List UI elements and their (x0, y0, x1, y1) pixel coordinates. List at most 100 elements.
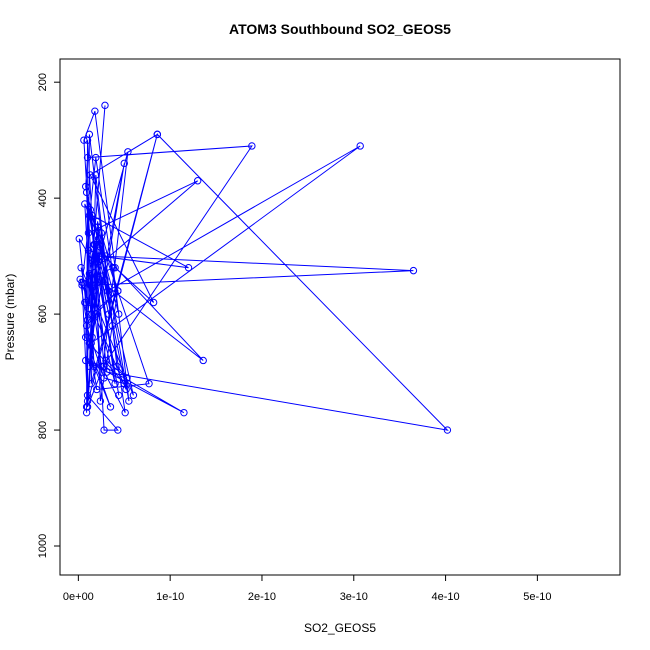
data-point (443, 426, 452, 434)
data-point (104, 310, 113, 318)
data-point (87, 281, 95, 289)
data-point (100, 374, 108, 382)
data-point (108, 321, 117, 330)
data-point (94, 275, 103, 284)
data-point (83, 391, 92, 399)
data-point (103, 368, 111, 376)
data-point (124, 148, 132, 156)
data-point (86, 206, 94, 214)
data-point (93, 217, 102, 226)
data-point (93, 223, 102, 231)
data-point (91, 107, 99, 115)
data-point (104, 287, 112, 295)
data-point (82, 408, 91, 417)
data-point (82, 182, 90, 191)
data-point (83, 153, 92, 162)
data-point (114, 287, 122, 295)
data-point (92, 310, 100, 318)
data-point (92, 153, 100, 162)
data-point (89, 258, 97, 266)
y-axis: 200 400 600 800 1000 (37, 73, 61, 558)
data-point (356, 142, 364, 150)
x-axis: 0e+00 1e-10 2e-10 3e-10 4e-10 5e-10 (63, 574, 551, 603)
data-point (180, 408, 188, 417)
data-point (83, 316, 92, 324)
series-layer (75, 101, 452, 434)
data-point (85, 130, 94, 139)
y-tick-label: 1000 (37, 534, 49, 558)
y-tick-label: 800 (37, 421, 49, 439)
data-point (84, 304, 93, 313)
data-point (100, 426, 108, 434)
data-point (90, 362, 98, 370)
data-point (81, 200, 89, 208)
data-point (78, 278, 86, 286)
data-point (184, 264, 193, 272)
x-tick-label: 3e-10 (340, 591, 368, 603)
data-point (82, 403, 91, 411)
data-point (83, 397, 92, 405)
series-line (78, 105, 449, 431)
data-point (85, 269, 94, 278)
data-point (81, 298, 89, 307)
data-point (80, 136, 88, 144)
data-point (113, 362, 121, 370)
data-point (125, 397, 133, 405)
data-point (82, 333, 90, 341)
data-point (102, 252, 110, 260)
data-point (115, 391, 123, 399)
data-point (100, 362, 108, 370)
data-point (123, 374, 131, 382)
data-point (92, 171, 100, 179)
data-point (114, 426, 122, 434)
data-point (111, 379, 119, 388)
data-point (85, 362, 94, 370)
data-point (149, 298, 158, 307)
x-tick-label: 1e-10 (156, 591, 184, 603)
data-point (85, 211, 94, 220)
data-point (82, 321, 91, 330)
x-tick-label: 5e-10 (523, 591, 551, 603)
data-point (84, 229, 93, 237)
data-point (101, 101, 109, 110)
x-tick-label: 0e+00 (63, 591, 94, 603)
data-point (75, 235, 83, 243)
data-point (409, 266, 418, 275)
chart-title: ATOM3 Southbound SO2_GEOS5 (229, 21, 451, 37)
data-point (121, 408, 129, 417)
data-point (94, 258, 103, 266)
data-point (82, 188, 91, 197)
data-point (93, 385, 101, 394)
data-point (248, 142, 256, 150)
y-tick-label: 600 (37, 305, 49, 323)
x-axis-label: SO2_GEOS5 (304, 621, 376, 635)
data-point (145, 379, 153, 388)
data-point (85, 339, 94, 347)
y-axis-label: Pressure (mbar) (3, 274, 17, 361)
data-point (86, 171, 94, 179)
data-point (90, 240, 98, 249)
data-point (87, 379, 95, 388)
data-point (96, 397, 105, 405)
data-point (106, 403, 115, 411)
data-point (109, 264, 117, 272)
y-tick-label: 200 (37, 73, 49, 91)
data-point (120, 159, 128, 168)
data-point (84, 246, 93, 255)
data-point (98, 252, 106, 260)
x-tick-label: 4e-10 (432, 591, 460, 603)
y-tick-label: 400 (37, 189, 49, 207)
data-point (97, 229, 106, 237)
data-point (82, 356, 90, 365)
data-point (199, 356, 207, 365)
data-point (115, 310, 123, 318)
data-point (120, 379, 128, 388)
data-point (77, 264, 85, 272)
data-point (153, 130, 162, 139)
x-tick-label: 2e-10 (248, 591, 276, 603)
data-point (194, 177, 202, 185)
data-point (88, 310, 96, 318)
data-point (129, 391, 138, 399)
plot-frame (59, 58, 621, 576)
